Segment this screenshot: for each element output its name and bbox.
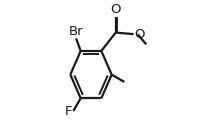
Text: Br: Br (69, 25, 83, 38)
Text: O: O (111, 3, 121, 16)
Text: O: O (134, 28, 145, 41)
Text: F: F (65, 104, 72, 118)
